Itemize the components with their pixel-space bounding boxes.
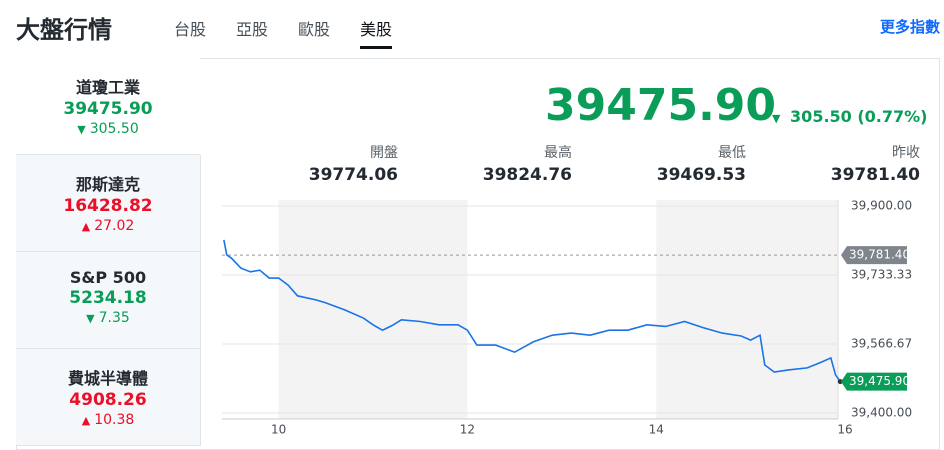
- x-tick-label: 16: [837, 423, 852, 437]
- y-tick-label: 39,400.00: [851, 406, 912, 420]
- arrow: [82, 412, 94, 428]
- arrow: [772, 112, 784, 125]
- last-price-tag: [841, 372, 907, 391]
- index-price: 5234.18: [69, 288, 147, 308]
- index-price: 4908.26: [69, 390, 147, 410]
- stat-label: 開盤: [370, 145, 398, 161]
- quote-price: 39475.90: [545, 80, 777, 131]
- index-card[interactable]: 那斯達克 16428.82 27.02: [16, 155, 201, 252]
- index-change: 7.35: [16, 310, 200, 326]
- page-title: 大盤行情: [16, 16, 112, 44]
- last-price-label: 39,475.90: [849, 374, 910, 388]
- stat: 最低 39469.53: [626, 142, 746, 185]
- arrow: [86, 310, 98, 326]
- chart: 39,900.00 39,733.33 39,566.67 39,400.00 10 12…: [222, 199, 912, 437]
- change-text: 305.50 (0.77%): [790, 107, 928, 126]
- index-card[interactable]: 道瓊工業 39475.90 305.50: [16, 58, 200, 155]
- arrow: [82, 218, 94, 234]
- more-link[interactable]: 更多指數: [879, 18, 940, 36]
- index-name: S&P 500: [69, 268, 147, 287]
- y-tick-label: 39,900.00: [851, 199, 912, 213]
- index-name: 道瓊工業: [75, 78, 140, 97]
- index-price: 16428.82: [63, 196, 153, 216]
- change-value: 27.02: [94, 218, 135, 234]
- index-price: 39475.90: [63, 99, 153, 119]
- stat: 昨收 39781.40: [800, 142, 920, 185]
- change-value: 7.35: [98, 310, 130, 326]
- last-point: [837, 379, 843, 385]
- tab[interactable]: 亞股: [236, 20, 269, 39]
- index-name: 費城半導體: [67, 369, 148, 388]
- tab-active[interactable]: 美股: [360, 16, 393, 49]
- previous-close-tag: [841, 246, 907, 265]
- stat-value: 39824.76: [482, 165, 572, 185]
- y-tick-label: 39,566.67: [851, 336, 912, 350]
- index-name: 那斯達克: [75, 175, 140, 194]
- x-tick-label: 14: [649, 423, 664, 437]
- previous-close-label: 39,781.40: [849, 248, 910, 262]
- quote-change: 305.50 (0.77%): [772, 107, 928, 126]
- tab[interactable]: 台股: [174, 20, 207, 39]
- stat-label: 最高: [544, 145, 572, 161]
- change-value: 305.50: [89, 121, 139, 137]
- stat: 最高 39824.76: [452, 142, 572, 185]
- stat-label: 昨收: [892, 145, 920, 161]
- hour-band: [278, 200, 468, 419]
- stat-value: 39781.40: [830, 165, 920, 185]
- arrow: [77, 121, 89, 137]
- y-tick-label: 39,733.33: [851, 268, 912, 282]
- stat: 開盤 39774.06: [278, 142, 398, 185]
- index-card[interactable]: 費城半導體 4908.26 10.38: [16, 349, 201, 446]
- index-change: 10.38: [16, 412, 200, 428]
- index-change: 305.50: [16, 121, 200, 137]
- change-value: 10.38: [94, 412, 135, 428]
- x-tick-label: 10: [271, 423, 286, 437]
- stat-value: 39774.06: [308, 165, 398, 185]
- hour-band: [656, 200, 838, 419]
- price-line: [223, 239, 841, 383]
- x-tick-label: 12: [460, 423, 475, 437]
- tab[interactable]: 歐股: [298, 20, 331, 39]
- stat-value: 39469.53: [656, 165, 746, 185]
- stat-label: 最低: [718, 145, 746, 161]
- index-change: 27.02: [16, 218, 200, 234]
